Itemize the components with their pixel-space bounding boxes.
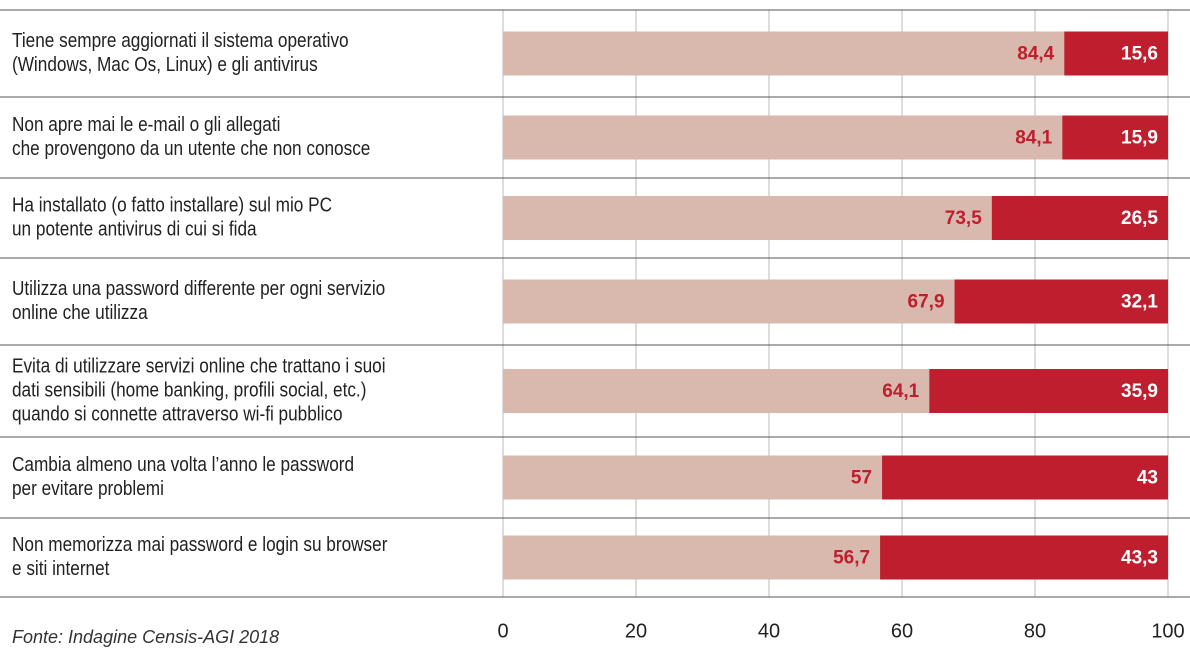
category-label-line: un potente antivirus di cui si fida: [12, 217, 257, 240]
source: Fonte: Indagine Censis-AGI 2018: [12, 627, 279, 647]
value-label: 84,4: [1017, 44, 1054, 65]
value-label: 43,3: [1121, 548, 1158, 569]
bar-segment: [503, 115, 1063, 160]
bar-segment: [503, 279, 955, 324]
category-label-line: Tiene sempre aggiornati il sistema opera…: [12, 29, 349, 52]
category-label-line: dati sensibili (home banking, profili so…: [12, 378, 366, 401]
value-label: 84,1: [1015, 128, 1052, 149]
bar-segment: [1064, 31, 1168, 76]
category-label-line: per evitare problemi: [12, 477, 164, 500]
category-label-line: quando si connette attraverso wi-fi pubb…: [12, 402, 343, 425]
bar-segment: [503, 455, 883, 500]
value-label: 26,5: [1121, 208, 1158, 229]
value-label: 56,7: [833, 548, 870, 569]
category-label: Utilizza una password differente per ogn…: [12, 277, 385, 324]
value-label: 15,6: [1121, 44, 1158, 65]
bar-segment: [503, 535, 881, 580]
category-label-line: Evita di utilizzare servizi online che t…: [12, 354, 386, 377]
x-tick-label: 80: [1024, 620, 1046, 642]
category-label-line: che provengono da un utente che non cono…: [12, 137, 370, 160]
bar-segment: [880, 535, 1168, 580]
category-label-line: Non memorizza mai password e login su br…: [12, 533, 387, 556]
category-label-line: Utilizza una password differente per ogn…: [12, 277, 385, 300]
value-label: 43: [1137, 468, 1158, 489]
value-label: 32,1: [1121, 292, 1158, 313]
x-tick-label: 40: [758, 620, 780, 642]
category-label: Evita di utilizzare servizi online che t…: [12, 354, 386, 425]
category-label-line: (Windows, Mac Os, Linux) e gli antivirus: [12, 53, 318, 76]
bar-segment: [882, 455, 1168, 500]
value-label: 64,1: [882, 381, 919, 402]
category-label: Cambia almeno una volta l’anno le passwo…: [12, 453, 354, 500]
bar-segment: [929, 369, 1168, 413]
x-tick-label: 20: [625, 620, 647, 642]
bar-segment: [503, 31, 1065, 76]
value-label: 15,9: [1121, 128, 1158, 149]
bar-segment: [1062, 115, 1168, 160]
bar-segment: [503, 369, 930, 413]
value-label: 35,9: [1121, 381, 1158, 402]
category-label-line: online che utilizza: [12, 301, 148, 324]
x-tick-label: 0: [497, 620, 508, 642]
x-tick-label: 100: [1151, 620, 1184, 642]
value-label: 73,5: [945, 208, 982, 229]
value-label: 67,9: [908, 292, 945, 313]
category-label-line: Non apre mai le e-mail o gli allegati: [12, 113, 280, 136]
bar-segment: [503, 196, 992, 240]
bar-segment: [991, 196, 1168, 240]
category-label: Non apre mai le e-mail o gli allegatiche…: [12, 113, 370, 160]
category-label: Tiene sempre aggiornati il sistema opera…: [12, 29, 349, 76]
category-label-line: e siti internet: [12, 557, 110, 580]
x-tick-label: 60: [891, 620, 913, 642]
value-label: 57: [851, 468, 872, 489]
bar-segment: [954, 279, 1168, 324]
category-label: Ha installato (o fatto installare) sul m…: [12, 193, 332, 240]
category-label-line: Cambia almeno una volta l’anno le passwo…: [12, 453, 354, 476]
category-label-line: Ha installato (o fatto installare) sul m…: [12, 193, 332, 216]
category-label: Non memorizza mai password e login su br…: [12, 533, 387, 580]
